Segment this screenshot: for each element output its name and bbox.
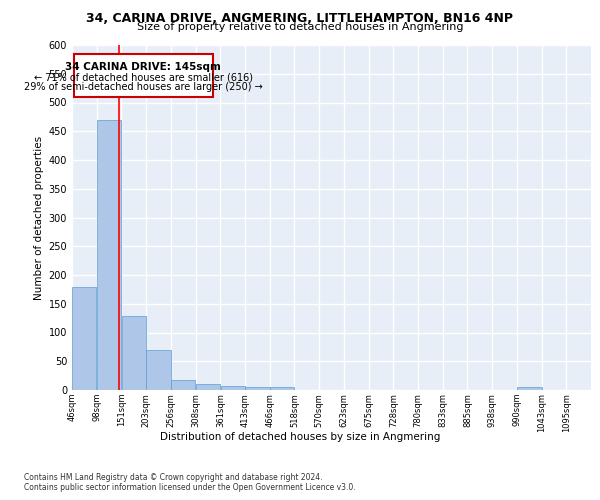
Text: Contains HM Land Registry data © Crown copyright and database right 2024.: Contains HM Land Registry data © Crown c… (24, 472, 323, 482)
Text: 29% of semi-detached houses are larger (250) →: 29% of semi-detached houses are larger (… (24, 82, 263, 92)
Bar (245, 387, 270, 390)
Text: Contains public sector information licensed under the Open Government Licence v3: Contains public sector information licen… (24, 484, 356, 492)
Bar (72, 286, 97, 390)
Bar (171, 380, 196, 390)
FancyBboxPatch shape (74, 54, 213, 97)
Y-axis label: Number of detached properties: Number of detached properties (34, 136, 44, 300)
Bar (517, 387, 542, 390)
Text: 34 CARINA DRIVE: 145sqm: 34 CARINA DRIVE: 145sqm (65, 62, 221, 72)
Bar (97, 120, 121, 390)
Bar (122, 316, 146, 390)
Text: Distribution of detached houses by size in Angmering: Distribution of detached houses by size … (160, 432, 440, 442)
Bar (270, 387, 295, 390)
Text: 34, CARINA DRIVE, ANGMERING, LITTLEHAMPTON, BN16 4NP: 34, CARINA DRIVE, ANGMERING, LITTLEHAMPT… (86, 12, 514, 26)
Text: ← 71% of detached houses are smaller (616): ← 71% of detached houses are smaller (61… (34, 72, 253, 82)
Text: Size of property relative to detached houses in Angmering: Size of property relative to detached ho… (137, 22, 463, 32)
Bar (196, 384, 220, 390)
Bar (221, 386, 245, 390)
Bar (146, 350, 171, 390)
